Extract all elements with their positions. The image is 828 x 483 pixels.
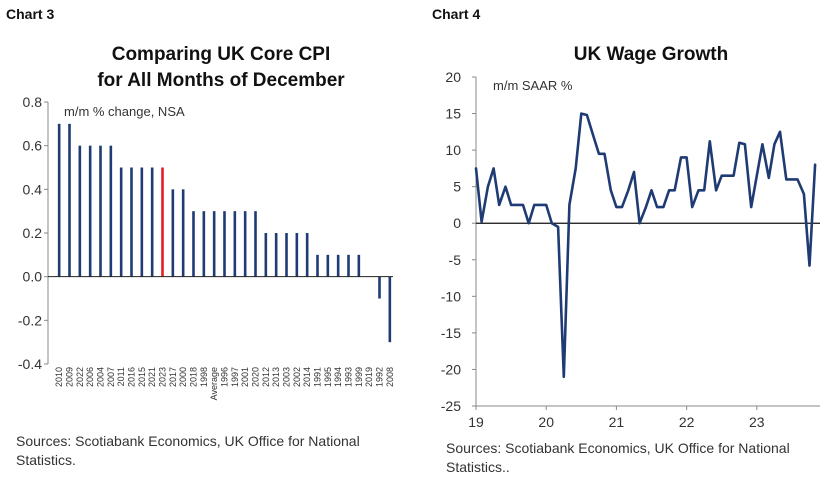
chart3-bar (388, 276, 392, 343)
chart3-bar (181, 189, 185, 277)
chart3-category-label: 2020 (251, 367, 261, 387)
chart3-bar (140, 167, 144, 277)
chart3-y-tick-label: 0.6 (23, 138, 43, 154)
chart3-category-label: 2003 (282, 367, 292, 387)
chart4-y-tick-label: 10 (445, 142, 461, 158)
chart3-title-line-2: for All Months of December (97, 70, 345, 91)
chart3-bar (171, 189, 175, 277)
chart3-source: Sources: Scotiabank Economics, UK Office… (16, 433, 360, 468)
chart3-y-tick-label: 0.0 (23, 269, 43, 285)
chart3-category-label: 2007 (106, 367, 116, 387)
chart3-bar (264, 233, 268, 277)
chart3-category-label: 2006 (85, 367, 95, 387)
chart3-category-label: 1994 (333, 367, 343, 387)
chart4-x-tick-label: 22 (679, 414, 695, 430)
chart3-bar (212, 211, 216, 277)
chart3-label: Chart 3 (6, 6, 55, 22)
chart3-bar (57, 123, 61, 277)
chart3-bar (326, 254, 330, 277)
chart3-bar (285, 233, 288, 277)
chart4-y-tick-label: 15 (445, 106, 461, 122)
chart3-bar (161, 167, 164, 277)
chart3-bar (78, 145, 82, 277)
chart3-unit-label: m/m % change, NSA (64, 104, 185, 119)
chart3-y-tick-label: -0.4 (18, 356, 42, 372)
chart3-bar (223, 211, 226, 277)
chart3-bar (295, 233, 299, 277)
chart4-y-tick-label: -20 (441, 361, 461, 377)
chart3-bar (378, 276, 381, 299)
chart3-bar (254, 211, 257, 277)
chart3-category-label: 2008 (385, 367, 395, 387)
chart3-category-label: 1997 (230, 367, 240, 387)
chart3-bar (109, 145, 113, 277)
chart3-bar (357, 254, 361, 277)
chart3-category-label: 2002 (292, 367, 302, 387)
chart3-bar (274, 233, 278, 277)
chart3-category-label: 2001 (240, 367, 250, 387)
chart4-source: Sources: Scotiabank Economics, UK Office… (446, 440, 790, 475)
chart4-x-tick-label: 23 (749, 414, 765, 430)
chart3-y-tick-label: 0.4 (23, 181, 43, 197)
chart3-bar (192, 211, 195, 277)
chart3-category-label: 2000 (178, 367, 188, 387)
chart4-y-tick-label: -25 (441, 398, 461, 414)
chart4-title: UK Wage Growth (573, 44, 729, 65)
chart3-bar (150, 167, 154, 277)
chart3-bar (316, 254, 319, 277)
chart3-title-line-1: Comparing UK Core CPI (111, 44, 331, 65)
chart3-bar (130, 167, 133, 277)
chart3-category-label: 2011 (116, 367, 126, 386)
chart3-category-label: 2022 (75, 367, 85, 387)
chart3-category-label: 2016 (127, 367, 137, 387)
chart4-y-tick-label: 20 (445, 69, 461, 85)
chart3-category-label: 2014 (302, 367, 312, 387)
chart3-category-label: 2021 (147, 367, 157, 387)
chart3-y-tick-label: 0.2 (23, 225, 43, 241)
chart3-bar (336, 254, 340, 277)
chart3-category-label: Average (209, 367, 219, 400)
chart4-series-line (474, 112, 817, 379)
chart3-title: Comparing UK Core CPI for All Months of … (48, 42, 394, 94)
chart3-category-label: 1998 (199, 367, 209, 387)
chart4-unit-label: m/m SAAR % (493, 78, 573, 93)
chart3-category-label: 2019 (364, 367, 374, 387)
chart4-y-tick-label: 5 (453, 179, 461, 195)
chart3-category-label: 2004 (96, 367, 106, 387)
chart3-category-label: 2009 (65, 367, 75, 387)
chart3-category-label: 1992 (375, 367, 385, 387)
chart3-category-label: 1996 (220, 367, 230, 387)
chart3-category-label: 2010 (54, 367, 64, 387)
chart3-category-label: 1999 (354, 367, 364, 387)
chart3-bar (68, 123, 71, 277)
chart3-category-label: 2015 (137, 367, 147, 387)
chart3-category-label: 2013 (271, 367, 281, 387)
chart4-x-tick-label: 20 (538, 414, 554, 430)
chart3-category-label: 1993 (344, 367, 354, 387)
chart3-bar (119, 167, 123, 277)
chart4-y-tick-label: -15 (441, 325, 461, 341)
chart3-bar (305, 233, 309, 277)
chart3-bar (233, 211, 237, 277)
chart3-bar (347, 254, 350, 277)
chart3-category-label: 2012 (261, 367, 271, 387)
chart3-y-tick-label: -0.2 (18, 312, 42, 328)
chart3-category-label: 1991 (313, 367, 323, 387)
chart4-y-tick-label: 0 (453, 215, 461, 231)
chart3-bar (88, 145, 92, 277)
chart4-y-tick-label: -10 (441, 288, 461, 304)
chart4-x-tick-label: 19 (468, 414, 484, 430)
chart4-label: Chart 4 (432, 6, 481, 22)
chart4-y-tick-label: -5 (449, 252, 462, 268)
chart3-bar (202, 211, 206, 277)
chart3-category-label: 1995 (323, 367, 333, 387)
chart3-bar (243, 211, 247, 277)
chart4-x-tick-label: 21 (609, 414, 625, 430)
chart3-category-label: 2023 (158, 367, 168, 387)
chart3-y-tick-label: 0.8 (23, 94, 43, 110)
chart3-bar (99, 145, 102, 277)
chart3-category-label: 2017 (168, 367, 178, 387)
chart3-category-label: 2018 (189, 367, 199, 387)
